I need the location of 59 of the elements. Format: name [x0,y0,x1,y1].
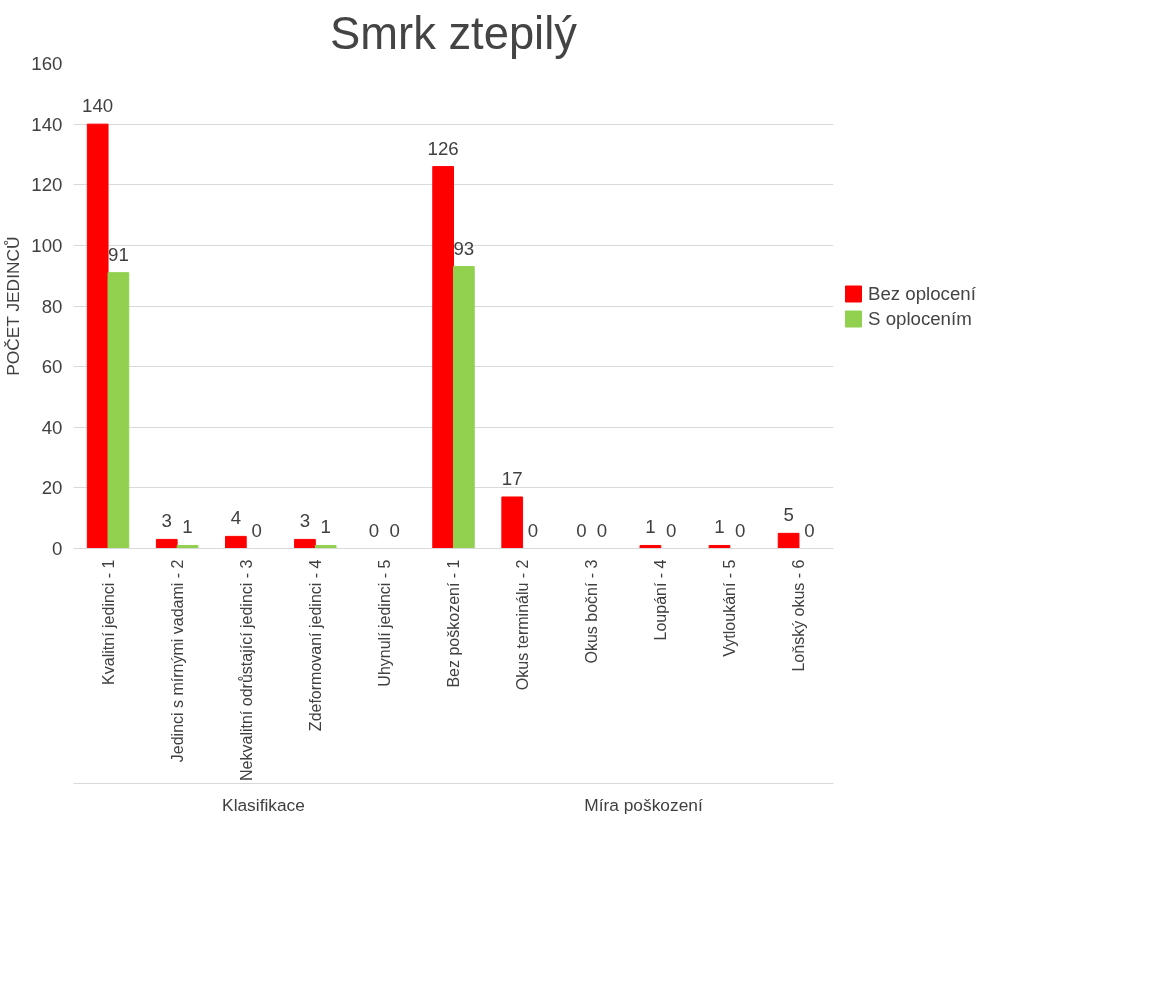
data-label: 5 [783,504,794,526]
text: Míra poškození [584,794,703,815]
x-tick-label: Nekvalitní odrůstající jedinci - 3 [237,559,255,781]
data-label: 140 [82,95,114,117]
bar [708,544,731,549]
data-label: 0 [804,519,815,541]
data-label: 3 [299,510,311,532]
data-label: 0 [368,519,380,541]
bar [501,496,524,549]
bar [86,123,109,549]
bar [107,272,130,549]
y-tick-label: 160 [31,53,63,74]
bar [453,266,475,549]
data-label: 1 [645,516,656,538]
x-tick-label: Loupání - 4 [652,559,670,641]
bar [432,166,454,549]
bar [155,538,178,549]
data-label: 1 [182,516,193,538]
data-label: 4 [230,507,242,529]
bar [294,538,316,549]
data-label: 0 [251,519,262,541]
data-label: 1 [714,516,725,538]
x-tick-label: Okus terminálu - 2 [514,559,532,691]
x-tick-label: Jedinci s mírnými vadami - 2 [168,559,186,763]
y-tick-label: 20 [41,477,63,499]
y-tick-label: 80 [41,295,63,317]
y-tick-label: 0 [52,538,63,559]
x-tick-label: Zdeformovaní jedinci - 4 [306,559,324,732]
x-tick-label: Kvalitní jedinci - 1 [99,559,117,685]
data-label: 17 [501,467,523,489]
data-label: 0 [576,519,587,541]
y-tick-label: 140 [31,113,63,135]
data-label: 1 [320,516,331,538]
data-label: 93 [453,237,475,259]
data-label: 91 [108,243,129,265]
x-tick-label: Loňský okus - 6 [790,559,808,672]
text: Klasifikace [222,794,305,815]
data-label: 0 [389,519,400,541]
data-label: 0 [596,519,608,541]
x-tick-label: Vytloukání - 5 [721,559,739,657]
x-tick-label: Okus boční - 3 [583,559,601,664]
bar [777,532,800,549]
data-label: 0 [665,519,677,541]
data-label: 3 [161,510,172,532]
y-tick-label: 60 [41,356,63,378]
legend-label: S oplocením [868,307,972,329]
chart-title: Smrk ztepilý [330,7,578,59]
y-tick-label: 100 [31,234,63,256]
legend-label: Bez oplocení [868,282,976,304]
y-tick-label: 40 [41,416,63,438]
bar [176,544,199,549]
bar [225,535,247,549]
data-label: 0 [735,519,746,541]
x-tick-label: Bez poškození - 1 [445,559,462,688]
y-axis-title: POČET JEDINCŮ [3,236,24,376]
data-label: 126 [427,137,459,159]
data-label: 0 [527,519,539,541]
y-tick-label: 120 [31,174,63,196]
x-tick-label: Uhynulí jedinci - 5 [375,559,393,687]
